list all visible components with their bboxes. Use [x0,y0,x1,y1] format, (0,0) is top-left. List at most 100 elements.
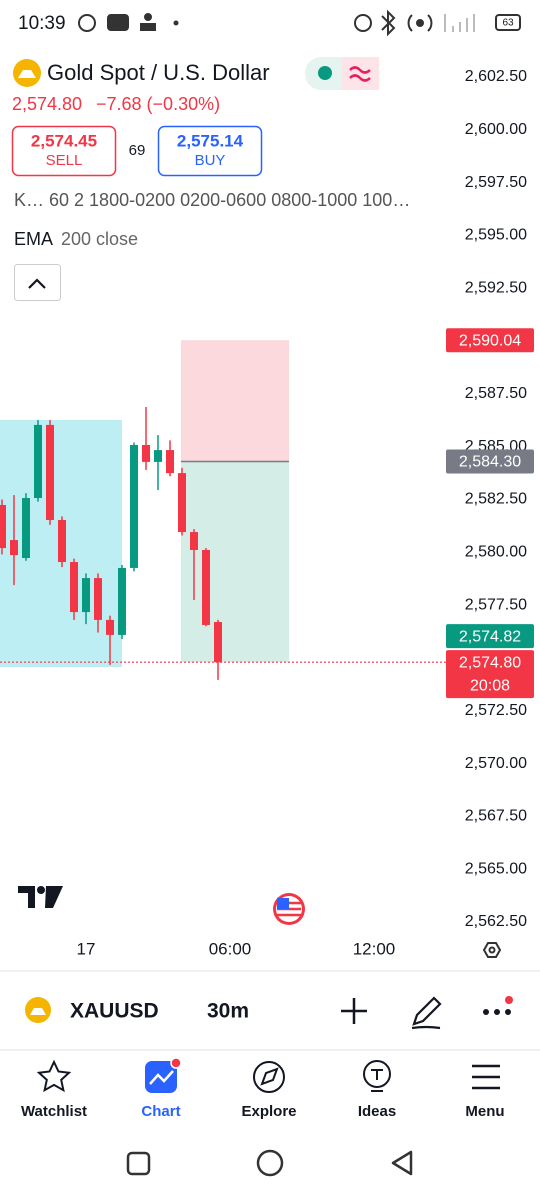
nav-ideas-icon [363,1060,391,1088]
bottom-nav: Watchlist Chart Explore Ideas Menu [21,1103,505,1120]
y-tick-label: 2,570.00 [465,755,527,772]
x-tick-label: 17 [77,939,96,958]
delayed-icon [349,66,371,82]
candle-body [46,424,54,520]
position-profit-zone [181,461,289,663]
buy-label: BUY [195,152,226,169]
candle-body [70,562,78,613]
y-tick-label: 2,595.00 [465,227,527,244]
countdown-label: 20:08 [470,677,510,694]
candle-body [34,424,42,499]
buy-button[interactable] [157,125,263,177]
toolbar-symbol-icon [25,997,51,1023]
candle-body [106,619,114,635]
nav-label[interactable]: Watchlist [21,1103,87,1120]
candle-body [82,578,90,613]
sys-back[interactable] [391,1150,413,1176]
price-tag-label: 2,584.30 [459,454,521,471]
y-tick-label: 2,602.50 [465,68,527,85]
nav-label[interactable]: Chart [141,1103,180,1120]
y-tick-label: 2,592.50 [465,279,527,296]
nav-menu-icon [472,1064,500,1090]
y-tick-label: 2,600.00 [465,121,527,138]
price-tag [446,650,534,699]
candle-body [58,519,66,563]
last-price: 2,574.80 [12,94,82,114]
session-indicator[interactable]: K… 60 2 1800-0200 0200-0600 0800-1000 10… [14,190,410,210]
nav-chart-badge [170,1057,182,1069]
y-tick-label: 2,577.50 [465,596,527,613]
status-time: 10:39 [18,13,66,34]
candle-body [178,473,186,533]
price-tag [446,449,534,474]
sys-recents[interactable] [126,1151,151,1176]
y-tick-label: 2,567.50 [465,808,527,825]
position-loss-zone [181,340,289,462]
status-pill-right [342,57,379,90]
us-flag[interactable] [273,893,305,925]
nav-ideas-glyph [371,1069,383,1092]
price-tag-label: 2,574.80 [459,654,521,671]
candle-body [214,622,222,663]
symbol-icon [13,59,41,87]
status-icons [78,9,521,37]
nav-label[interactable]: Ideas [358,1103,396,1120]
price-tag-label: 2,574.82 [459,628,521,645]
x-tick-label: 06:00 [209,939,252,958]
price-tag [446,624,534,649]
price-tag-label: 2,590.04 [459,332,521,349]
candle-body [10,540,18,556]
candle-body [118,567,126,635]
y-tick-label: 2,580.00 [465,544,527,561]
settings-icon[interactable] [482,942,502,958]
candle-body [22,498,30,559]
sys-home[interactable] [256,1149,284,1177]
price-tag [446,328,534,353]
ema-params: 200 close [61,229,138,249]
sell-price: 2,574.45 [31,131,97,150]
candle-body [202,549,210,625]
buy-price: 2,575.14 [177,131,244,150]
nav-chart-glyph [149,1070,174,1085]
y-tick-label: 2,597.50 [465,174,527,191]
nav-label[interactable]: Explore [241,1103,296,1120]
candle-body [0,504,6,549]
collapse-button[interactable] [14,264,61,301]
sell-button[interactable] [11,125,117,177]
toolbar-symbol[interactable]: XAUUSD [70,1000,159,1023]
sell-label: SELL [46,152,83,169]
x-tick-label: 12:00 [353,939,396,958]
candle-body [190,532,198,550]
market-open-dot [318,66,332,80]
candle-body [130,444,138,568]
collapse-icon [28,278,46,289]
battery-level: 63 [502,18,514,29]
add-button[interactable] [341,998,367,1024]
toolbar-interval[interactable]: 30m [207,1000,249,1023]
candle-body [154,450,162,462]
more-button[interactable] [483,996,513,1015]
tv-logo [18,886,63,908]
spread: 69 [129,142,146,159]
settings-icon-center [488,946,496,954]
nav-explore-icon [253,1061,285,1093]
nav-explore-needle [260,1067,279,1086]
draw-button[interactable] [411,996,442,1030]
y-tick-label: 2,587.50 [465,385,527,402]
price-change: −7.68 (−0.30%) [96,94,220,114]
y-tick-label: 2,562.50 [465,913,527,930]
chart-area [0,340,446,680]
candle-body [166,450,174,474]
y-tick-label: 2,582.50 [465,491,527,508]
candle-body [94,578,102,620]
symbol-title[interactable]: Gold Spot / U.S. Dollar [47,60,270,85]
ema-label[interactable]: EMA [14,229,53,249]
nav-label[interactable]: Menu [465,1103,504,1120]
y-tick-label: 2,572.50 [465,702,527,719]
y-tick-label: 2,565.00 [465,860,527,877]
nav-watchlist-icon [36,1059,72,1093]
candle-body [142,444,150,462]
